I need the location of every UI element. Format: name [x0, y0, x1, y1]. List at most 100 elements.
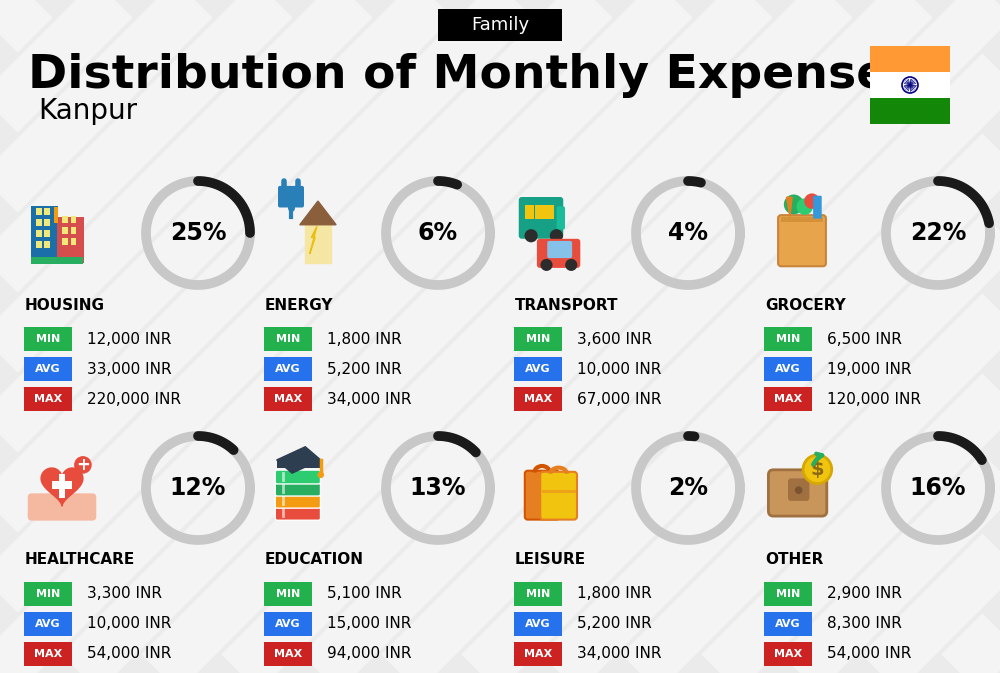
- FancyBboxPatch shape: [514, 357, 562, 381]
- FancyBboxPatch shape: [764, 582, 812, 606]
- Text: 67,000 INR: 67,000 INR: [577, 392, 662, 406]
- Text: MIN: MIN: [276, 589, 300, 599]
- Text: MIN: MIN: [36, 334, 60, 344]
- FancyBboxPatch shape: [57, 217, 84, 262]
- Text: Kanpur: Kanpur: [38, 97, 137, 125]
- FancyBboxPatch shape: [768, 470, 827, 516]
- FancyBboxPatch shape: [764, 387, 812, 411]
- FancyBboxPatch shape: [24, 582, 72, 606]
- FancyBboxPatch shape: [514, 612, 562, 636]
- FancyBboxPatch shape: [514, 642, 562, 666]
- FancyBboxPatch shape: [71, 227, 76, 234]
- FancyBboxPatch shape: [71, 238, 76, 245]
- Text: 16%: 16%: [910, 476, 966, 500]
- Text: +: +: [76, 456, 90, 474]
- FancyBboxPatch shape: [62, 216, 68, 223]
- Text: 13%: 13%: [410, 476, 466, 500]
- FancyBboxPatch shape: [275, 494, 320, 508]
- FancyBboxPatch shape: [275, 470, 320, 484]
- FancyBboxPatch shape: [275, 506, 320, 520]
- Text: AVG: AVG: [35, 364, 61, 374]
- Text: MIN: MIN: [36, 589, 60, 599]
- FancyBboxPatch shape: [36, 219, 42, 226]
- FancyBboxPatch shape: [537, 239, 580, 268]
- Text: AVG: AVG: [275, 619, 301, 629]
- Text: 54,000 INR: 54,000 INR: [827, 647, 911, 662]
- FancyBboxPatch shape: [24, 612, 72, 636]
- Circle shape: [795, 487, 803, 494]
- FancyBboxPatch shape: [264, 612, 312, 636]
- Text: 12,000 INR: 12,000 INR: [87, 332, 171, 347]
- FancyBboxPatch shape: [24, 387, 72, 411]
- Text: MIN: MIN: [776, 589, 800, 599]
- Circle shape: [540, 259, 553, 271]
- FancyBboxPatch shape: [264, 582, 312, 606]
- Text: MIN: MIN: [776, 334, 800, 344]
- FancyBboxPatch shape: [278, 186, 304, 207]
- FancyBboxPatch shape: [514, 582, 562, 606]
- FancyBboxPatch shape: [764, 327, 812, 351]
- Text: 5,100 INR: 5,100 INR: [327, 586, 402, 602]
- FancyBboxPatch shape: [519, 197, 563, 239]
- Text: 5,200 INR: 5,200 INR: [327, 361, 402, 376]
- Text: AVG: AVG: [525, 364, 551, 374]
- Text: MAX: MAX: [274, 649, 302, 659]
- Text: Family: Family: [471, 16, 529, 34]
- FancyBboxPatch shape: [36, 241, 42, 248]
- FancyBboxPatch shape: [54, 207, 58, 223]
- Text: LEISURE: LEISURE: [515, 553, 586, 567]
- FancyBboxPatch shape: [59, 474, 65, 498]
- FancyBboxPatch shape: [36, 208, 42, 215]
- Text: AVG: AVG: [35, 619, 61, 629]
- FancyBboxPatch shape: [31, 257, 83, 264]
- FancyBboxPatch shape: [781, 217, 823, 222]
- Polygon shape: [787, 197, 792, 217]
- Circle shape: [565, 259, 577, 271]
- FancyBboxPatch shape: [275, 482, 320, 496]
- FancyBboxPatch shape: [870, 98, 950, 124]
- Text: 120,000 INR: 120,000 INR: [827, 392, 921, 406]
- Text: 1,800 INR: 1,800 INR: [577, 586, 652, 602]
- Text: 8,300 INR: 8,300 INR: [827, 616, 902, 631]
- Text: 2%: 2%: [668, 476, 708, 500]
- Text: MIN: MIN: [526, 589, 550, 599]
- FancyBboxPatch shape: [778, 215, 826, 267]
- Text: MIN: MIN: [276, 334, 300, 344]
- Circle shape: [796, 199, 813, 215]
- Text: 10,000 INR: 10,000 INR: [577, 361, 661, 376]
- FancyBboxPatch shape: [264, 327, 312, 351]
- FancyBboxPatch shape: [44, 230, 50, 238]
- Polygon shape: [305, 225, 331, 263]
- Text: AVG: AVG: [775, 619, 801, 629]
- Text: HOUSING: HOUSING: [25, 297, 105, 312]
- FancyBboxPatch shape: [62, 227, 68, 234]
- FancyBboxPatch shape: [44, 208, 50, 215]
- Polygon shape: [277, 447, 321, 473]
- FancyBboxPatch shape: [44, 241, 50, 248]
- FancyBboxPatch shape: [31, 205, 58, 262]
- Text: 22%: 22%: [910, 221, 966, 245]
- Text: 5,200 INR: 5,200 INR: [577, 616, 652, 631]
- FancyBboxPatch shape: [24, 642, 72, 666]
- FancyBboxPatch shape: [557, 206, 565, 229]
- Circle shape: [804, 193, 820, 209]
- Text: OTHER: OTHER: [765, 553, 823, 567]
- Text: Distribution of Monthly Expenses: Distribution of Monthly Expenses: [28, 52, 916, 98]
- Text: MAX: MAX: [774, 649, 802, 659]
- FancyBboxPatch shape: [870, 72, 950, 98]
- Text: AVG: AVG: [775, 364, 801, 374]
- FancyBboxPatch shape: [534, 205, 544, 219]
- Circle shape: [784, 194, 804, 214]
- FancyBboxPatch shape: [514, 327, 562, 351]
- FancyBboxPatch shape: [44, 219, 50, 226]
- FancyBboxPatch shape: [514, 387, 562, 411]
- Text: 10,000 INR: 10,000 INR: [87, 616, 171, 631]
- Circle shape: [803, 455, 832, 484]
- Text: MIN: MIN: [526, 334, 550, 344]
- FancyBboxPatch shape: [52, 481, 72, 489]
- Circle shape: [74, 456, 92, 474]
- Circle shape: [524, 229, 538, 242]
- Text: 4%: 4%: [668, 221, 708, 245]
- Text: 2,900 INR: 2,900 INR: [827, 586, 902, 602]
- FancyBboxPatch shape: [264, 387, 312, 411]
